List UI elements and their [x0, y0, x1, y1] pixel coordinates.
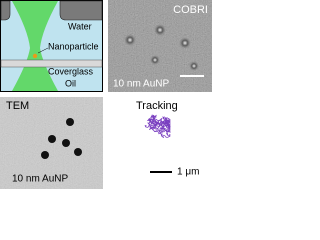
tem-particle	[74, 148, 82, 156]
pointer	[37, 47, 49, 54]
schematic-panel: Water Nanoparticle Coverglass Oil	[0, 0, 103, 92]
tem-sample: 10 nm AuNP	[12, 174, 68, 185]
nanoparticle-label: Nanoparticle	[48, 41, 99, 51]
tracking-scale-label: 1 μm	[177, 167, 199, 178]
light-cone	[12, 1, 58, 91]
trajectory	[144, 114, 171, 138]
cobri-spot	[150, 55, 160, 65]
tracking-title: Tracking	[136, 100, 178, 112]
objective-left	[0, 0, 11, 21]
objective-right	[59, 0, 103, 21]
tem-noise	[0, 97, 103, 189]
coverglass-label: Coverglass	[48, 66, 94, 76]
tem-particle	[48, 135, 56, 143]
cobri-panel: COBRI 10 nm AuNP	[108, 0, 212, 92]
page: {"schematic": {"water": "Water", "nanopa…	[0, 0, 212, 189]
cobri-spot	[179, 37, 191, 49]
tracking-panel: Tracking 1 μm	[136, 100, 199, 178]
figure: Water Nanoparticle Coverglass Oil COBRI …	[0, 0, 212, 189]
cobri-sample: 10 nm AuNP	[113, 79, 169, 90]
tem-panel: TEM 10 nm AuNP	[0, 97, 103, 189]
cobri-title: COBRI	[173, 4, 208, 16]
cobri-spot	[124, 34, 136, 46]
oil-label: Oil	[65, 78, 76, 88]
water-label: Water	[68, 21, 92, 31]
nanoparticle	[32, 53, 38, 59]
cobri-spot	[154, 24, 166, 36]
tem-particle	[41, 151, 49, 159]
tem-title: TEM	[6, 100, 29, 112]
tem-particle	[66, 118, 74, 126]
cobri-spot	[189, 61, 199, 71]
coverglass	[0, 59, 103, 68]
tem-particle	[62, 139, 70, 147]
